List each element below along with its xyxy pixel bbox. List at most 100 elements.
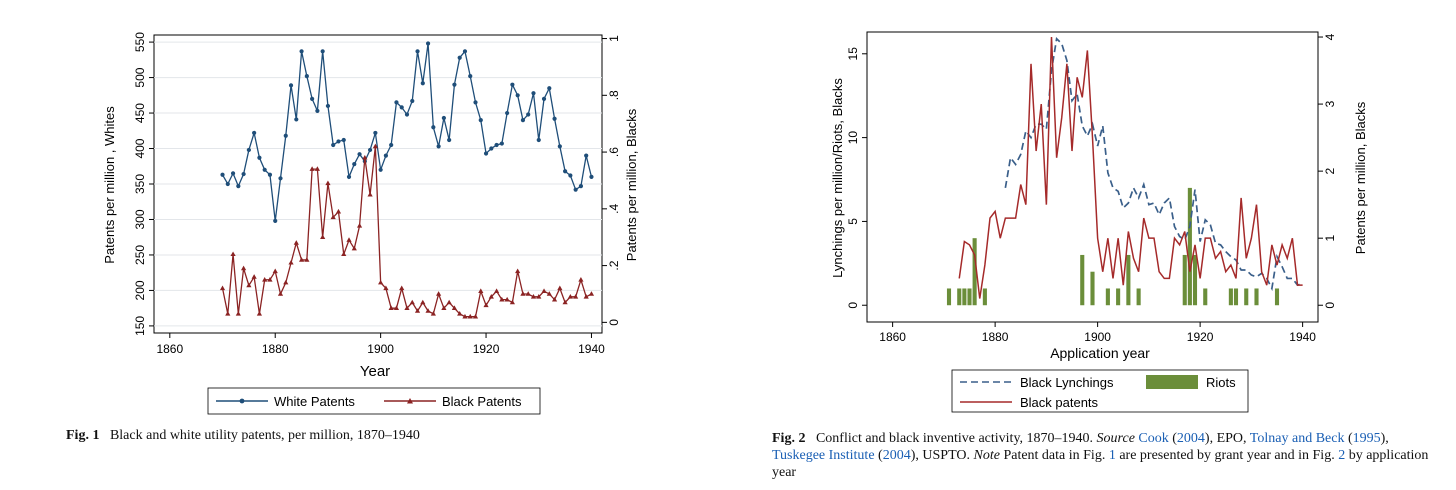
fig1-white-point [246,147,251,153]
fig1-white-point [257,155,262,160]
fig2-patents-line [958,36,1303,299]
fig1-legend-black-marker [407,398,413,404]
fig1-y-tick-label-left: 400 [133,138,147,158]
fig1-black-point [414,308,421,313]
fig2-y-tick-label-right: 3 [1323,100,1337,107]
fig2-riot-bar [1187,187,1192,306]
fig2-x-tick-label: 1880 [982,330,1009,344]
fig1-white-point [252,130,257,136]
fig2-ref-cook-year[interactable]: 2004 [1176,431,1205,446]
fig1-black-point [309,166,315,171]
fig1-y-tick-label-left: 450 [133,103,147,123]
fig1-white-point [225,181,230,187]
fig1-black-point [525,291,531,296]
fig2-riot-bar [1244,288,1249,306]
fig1-black-point [504,296,510,302]
fig1-y-tick-label-left: 350 [133,174,147,194]
fig2-caption-main: Conflict and black inventive activity, 1… [815,431,1094,446]
fig2-y-axis-label-left: Lynchings per million/Riots, Blacks [830,78,845,278]
fig1-black-point [588,291,595,296]
fig1-white-point [515,93,520,98]
fig1-white-point [557,144,562,149]
fig1-black-point [441,305,447,310]
fig1-black-point [451,305,458,310]
fig1-white-point [278,176,283,181]
fig2-ref-fig2[interactable]: 2 [1338,448,1346,463]
fig2-riot-bar [1182,254,1187,306]
fig2-x-tick-label: 1860 [879,330,906,344]
fig2-y-tick-label-right: 1 [1323,235,1337,242]
fig1-y-axis-label-left: Patents per million , Whites [102,106,117,264]
fig1-x-tick-label: 1920 [473,342,500,356]
fig2-riot-bar [1192,254,1198,306]
fig1-black-point [446,299,452,305]
fig1-white-point [294,117,299,122]
fig1-black-point [356,223,363,228]
fig1-x-axis-label: Year [360,363,390,380]
fig2-riot-bar [1254,288,1259,306]
fig1-caption-label: Fig. 1 [66,428,100,443]
fig1-black-point [320,234,326,240]
fig2-x-axis-label: Application year [1050,345,1150,361]
fig1-white-point [473,100,478,105]
fig1-black-point [499,296,505,302]
fig1-white-point [389,142,394,148]
fig1-black-point [425,308,431,313]
fig1-black-point [404,305,410,310]
fig1-white-point [526,112,531,117]
fig2-ref-cook[interactable]: Cook [1138,431,1169,446]
fig1-white-point [568,173,573,178]
fig2-legend-patents-label: Black patents [1020,395,1099,410]
fig1-black-point [462,313,468,319]
fig2-ref-tolnay-year[interactable]: 1995 [1352,431,1381,446]
fig1-black-point [493,288,500,293]
fig2-riot-bar [1105,288,1110,306]
fig1-white-point [299,49,304,54]
fig1-white-point [283,133,288,138]
fig2-lynchings-line [1004,36,1303,292]
fig1-white-point [373,130,378,136]
fig1-white-point [304,74,309,79]
fig2-riot-bar [946,288,952,306]
fig2-caption-epo: , EPO, [1209,431,1247,446]
fig1-white-point [404,112,410,117]
fig2-riot-bar [1274,288,1280,306]
fig1-black-point [325,180,331,186]
fig1-black-point [362,154,368,160]
fig1-white-point [468,74,473,79]
fig1-white-point [267,172,273,177]
fig1-x-tick-label: 1860 [156,342,183,356]
fig2-riot-bar [1136,288,1141,306]
fig1-white-point [352,162,357,167]
fig2-y-tick-label-left: 10 [846,131,860,145]
fig1-white-point [457,55,462,60]
fig2-ref-tolnay[interactable]: Tolnay and Beck [1249,431,1345,446]
fig1-white-point [315,108,320,114]
figure-1-chart: 150 200 250 300 350 400 450 500 550 0 .2 .4 .6 .8 1 1… [102,32,639,415]
fig1-black-point [578,276,584,282]
fig2-riot-bar [1233,288,1239,306]
fig1-black-point [483,302,489,308]
fig2-ref-fig1[interactable]: 1 [1108,448,1116,463]
fig1-y-tick-label-right: .2 [607,260,621,270]
fig2-riot-bar [967,288,972,306]
fig1-y-tick-label-left: 300 [133,209,147,229]
fig1-white-point [383,153,389,158]
fig1-black-point [314,166,320,171]
fig2-riot-bar [1203,288,1208,306]
figure-2-chart: 0 5 10 15 0 1 2 3 4 1860 1880 1900 1920 1940 Applic… [830,31,1368,413]
fig1-black-point [230,251,236,257]
fig1-black-patents-line [221,146,592,318]
fig1-y-tick-label-right: .8 [607,90,621,100]
fig1-white-point [367,147,373,153]
fig2-ref-tuskegee-year[interactable]: 2004 [882,448,911,463]
fig2-ref-tuskegee[interactable]: Tuskegee Institute [772,448,875,463]
fig2-caption-note-a: Patent data in Fig. [1003,448,1106,463]
fig1-black-point [515,268,521,274]
fig1-black-point [330,214,336,220]
fig2-y-tick-label-right: 0 [1323,302,1337,309]
fig1-y-tick-label-right: .4 [607,204,621,214]
fig1-black-point [351,245,357,251]
fig2-y-tick-label-left: 5 [846,218,860,225]
fig1-white-point [273,218,278,223]
